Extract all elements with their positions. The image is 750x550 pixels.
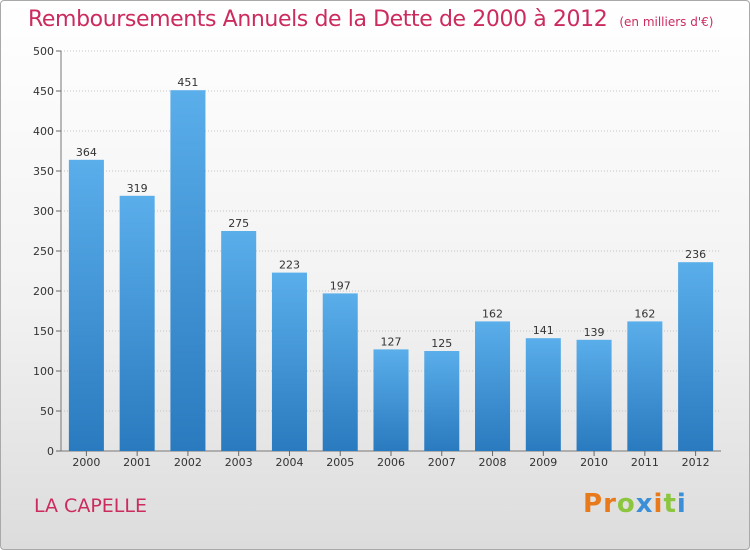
y-tick-label: 400 (33, 125, 54, 138)
bar-value-label: 364 (76, 146, 97, 159)
logo-letter: x (635, 489, 654, 519)
y-tick-label: 100 (33, 365, 54, 378)
x-tick-label: 2004 (275, 456, 303, 469)
x-tick-label: 2006 (377, 456, 405, 469)
x-tick-label: 2000 (72, 456, 100, 469)
bar (322, 293, 358, 451)
x-tick-label: 2002 (174, 456, 202, 469)
bar-value-label: 236 (685, 248, 706, 261)
logo-letter: i (676, 489, 687, 519)
bar-value-label: 139 (584, 326, 605, 339)
bar-value-label: 125 (431, 337, 452, 350)
x-tick-label: 2009 (529, 456, 557, 469)
bar-value-label: 127 (381, 335, 402, 348)
x-tick-label: 2005 (326, 456, 354, 469)
bar (68, 159, 104, 452)
bar (678, 262, 714, 451)
y-tick-label: 50 (40, 405, 54, 418)
x-tick-label: 2003 (225, 456, 253, 469)
proxiti-logo: Proxiti (583, 489, 687, 519)
bar (525, 338, 561, 451)
chart-title: Remboursements Annuels de la Dette de 20… (28, 7, 608, 32)
y-tick-label: 200 (33, 285, 54, 298)
logo-letter: i (653, 489, 664, 519)
y-tick-label: 150 (33, 325, 54, 338)
bar-value-label: 451 (177, 76, 198, 89)
chart-title-block: Remboursements Annuels de la Dette de 20… (28, 7, 713, 32)
bar (119, 195, 155, 451)
bar (271, 272, 307, 451)
bar (221, 231, 257, 451)
chart-unit: (en milliers d'€) (619, 15, 714, 29)
logo-letter: P (583, 489, 604, 519)
x-tick-label: 2010 (580, 456, 608, 469)
x-tick-label: 2011 (631, 456, 659, 469)
logo-letter: r (603, 489, 617, 519)
y-tick-label: 0 (47, 445, 54, 458)
y-tick-label: 350 (33, 165, 54, 178)
bar (170, 90, 206, 451)
bar-value-label: 319 (127, 182, 148, 195)
bar-value-label: 275 (228, 217, 249, 230)
bar (627, 321, 663, 451)
bar-value-label: 197 (330, 279, 351, 292)
bar-value-label: 162 (482, 307, 503, 320)
bar (576, 339, 612, 451)
y-tick-label: 450 (33, 85, 54, 98)
bar (475, 321, 511, 451)
x-tick-label: 2007 (428, 456, 456, 469)
bar (424, 351, 460, 451)
y-tick-label: 250 (33, 245, 54, 258)
bar-value-label: 141 (533, 324, 554, 337)
x-tick-label: 2001 (123, 456, 151, 469)
x-tick-label: 2012 (682, 456, 710, 469)
commune-name: LA CAPELLE (34, 495, 147, 517)
logo-letter: o (616, 489, 636, 519)
logo-letter: t (663, 489, 677, 519)
bar (373, 349, 409, 451)
y-tick-label: 500 (33, 45, 54, 58)
bar-value-label: 162 (634, 307, 655, 320)
y-tick-label: 300 (33, 205, 54, 218)
bar-value-label: 223 (279, 259, 300, 272)
x-tick-label: 2008 (479, 456, 507, 469)
